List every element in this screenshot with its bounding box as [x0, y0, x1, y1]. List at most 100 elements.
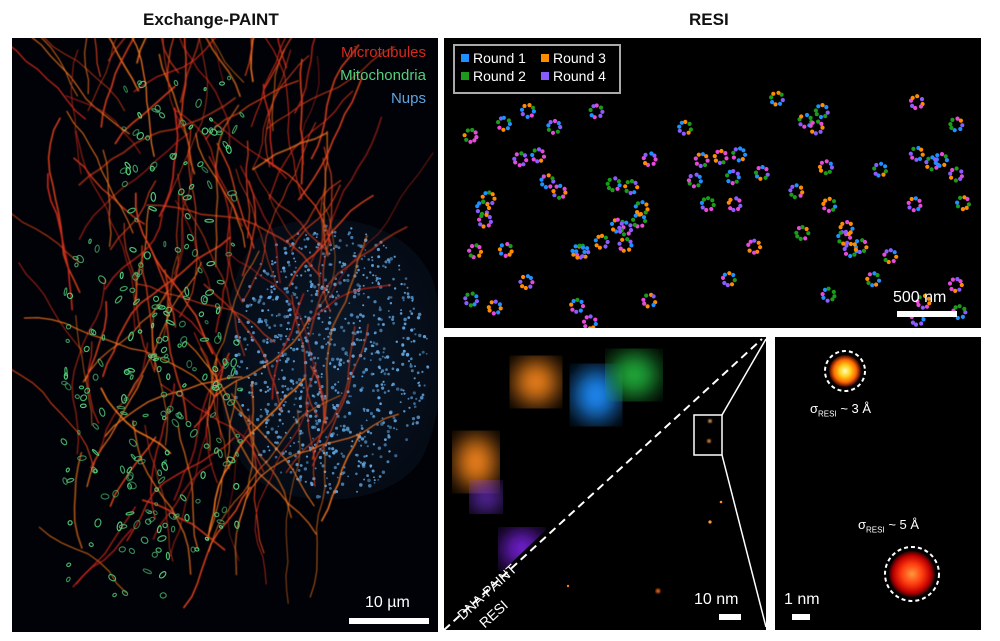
npc-ring: [570, 243, 587, 260]
mitochondrion: [168, 512, 177, 520]
npc-ring: [948, 116, 965, 133]
nup-dot: [306, 326, 309, 329]
microtubule: [285, 409, 301, 604]
nup-dot: [295, 330, 299, 334]
nup-dot: [274, 455, 278, 459]
mitochondrion: [128, 438, 137, 447]
nup-dot: [284, 431, 287, 434]
nup-dot: [388, 450, 391, 453]
npc-ring: [539, 173, 556, 190]
nup-dot: [275, 315, 278, 317]
mitochondrion: [209, 128, 218, 136]
nup-dot: [272, 285, 275, 287]
nup-dot: [319, 462, 322, 465]
mitochondrion: [156, 525, 162, 534]
npc-ring: [794, 225, 811, 241]
nup-dot: [406, 336, 410, 341]
nup-dot: [294, 266, 297, 269]
nup-dot: [380, 383, 384, 386]
mitochondrion: [154, 487, 159, 493]
nup-dot: [262, 269, 266, 273]
mitochondrion: [200, 471, 206, 480]
microtubule: [214, 357, 317, 535]
microtubule: [199, 347, 231, 470]
nup-dot: [360, 424, 363, 427]
npc-ring: [693, 152, 710, 169]
mitochondrion: [184, 212, 191, 220]
mitochondrion: [217, 449, 223, 459]
nup-dot: [316, 393, 320, 396]
mitochondrion: [129, 374, 134, 380]
resi-dot: [566, 584, 570, 588]
right-scale-label: 1 nm: [784, 591, 820, 608]
mitochondrion: [116, 521, 123, 532]
nup-dot: [292, 416, 295, 419]
mitochondrion: [213, 335, 222, 344]
mitochondrion: [178, 320, 186, 328]
mitochondrion: [149, 161, 158, 170]
microtubule: [41, 38, 79, 97]
nup-dot: [288, 308, 292, 312]
nup-dot: [281, 354, 285, 357]
mitochondrion: [169, 153, 177, 160]
mitochondrion: [185, 420, 192, 428]
mitochondrion: [120, 411, 128, 416]
mitochondrion: [162, 522, 168, 529]
nup-dot: [304, 245, 308, 249]
nup-dot: [393, 419, 397, 423]
nup-dot: [357, 464, 361, 468]
microtubule: [268, 193, 330, 254]
nup-dot: [294, 454, 297, 458]
cell-image: [12, 38, 438, 609]
npc-ring: [753, 165, 770, 181]
nup-dot: [273, 324, 277, 327]
nup-dot: [294, 286, 298, 290]
nup-dot: [415, 421, 419, 425]
mitochondrion: [150, 322, 155, 329]
nup-dot: [363, 478, 366, 481]
mitochondrion: [165, 551, 171, 561]
nup-dot: [384, 266, 387, 269]
nup-dot: [372, 389, 375, 393]
mitochondrion: [192, 366, 197, 372]
mitochondrion: [142, 568, 152, 575]
nup-dot: [383, 372, 387, 376]
mitochondrion: [157, 469, 163, 477]
nup-dot: [308, 251, 312, 254]
mitochondrion: [164, 449, 170, 456]
nup-dot: [303, 238, 306, 241]
nup-dot: [366, 445, 369, 448]
nup-dot: [421, 370, 424, 373]
nup-dot: [295, 463, 299, 467]
mitochondrion: [128, 547, 136, 555]
nup-dot: [309, 274, 312, 277]
mitochondrion: [150, 191, 157, 202]
microtubule: [149, 383, 176, 520]
mitochondrion: [92, 373, 99, 381]
npc-ring: [882, 248, 899, 265]
nup-dot: [350, 445, 353, 448]
nup-dot: [418, 353, 422, 356]
nup-dot: [403, 291, 406, 294]
mitochondrion: [165, 319, 175, 326]
microtubule: [66, 110, 134, 234]
nup-dot: [300, 247, 303, 250]
nup-dot: [387, 297, 390, 300]
blob-blue: [574, 369, 618, 421]
nup-dot: [282, 266, 286, 270]
nup-dot: [389, 257, 394, 261]
nup-dot: [332, 404, 334, 406]
nup-dot: [371, 264, 374, 267]
microtubule: [211, 38, 245, 83]
nup-dot: [301, 348, 305, 352]
mitochondrion: [177, 343, 182, 348]
nup-dot: [271, 262, 274, 266]
nup-dot: [357, 460, 360, 463]
spot-small: [829, 355, 861, 387]
mitochondrion: [239, 112, 245, 118]
npc-ring: [496, 115, 512, 132]
nup-dot: [265, 341, 269, 344]
microtubule: [174, 199, 212, 292]
mitochondrion: [158, 571, 167, 579]
nup-dot: [245, 367, 249, 370]
